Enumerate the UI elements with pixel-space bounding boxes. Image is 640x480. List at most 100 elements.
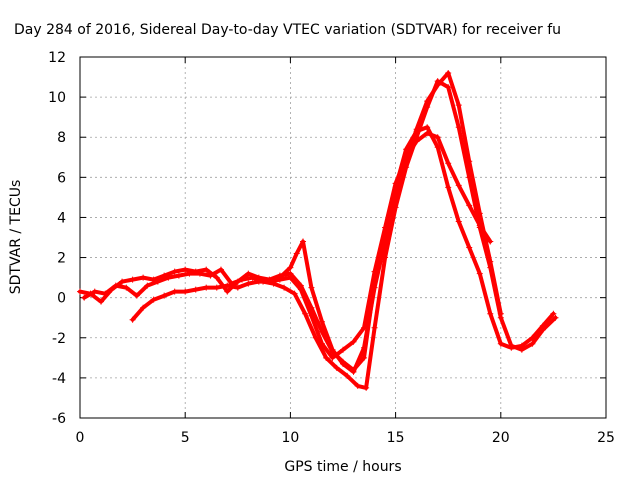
y-axis-ticks: -6 -4 -2 0 2 4 6 8 10 12 [48, 50, 606, 427]
data-point [487, 238, 494, 245]
data-point [476, 270, 483, 277]
data-point [245, 280, 252, 287]
data-point [140, 304, 147, 311]
data-point [308, 284, 315, 291]
data-point [487, 310, 494, 317]
data-point [77, 288, 83, 295]
data-point [154, 278, 161, 285]
data-point [133, 292, 140, 299]
data-point [98, 298, 105, 305]
data-point [234, 284, 241, 291]
y-tick-label: 2 [57, 251, 66, 267]
data-point [329, 346, 336, 353]
y-tick-label: -2 [52, 331, 66, 347]
data-point [239, 276, 246, 283]
data-point [361, 354, 368, 361]
data-point [455, 124, 462, 131]
data-point [287, 264, 294, 271]
data-point [539, 326, 546, 333]
data-point [175, 272, 182, 279]
data-point [224, 282, 231, 289]
data-point [340, 360, 346, 367]
data-point [91, 288, 98, 295]
data-point [392, 180, 399, 187]
x-tick-label: 20 [492, 430, 510, 446]
data-point [129, 316, 136, 323]
data-point [476, 210, 483, 217]
data-point [300, 238, 307, 245]
series-trace [267, 71, 503, 374]
data-point [529, 340, 536, 347]
data-point [392, 198, 399, 205]
data-point [203, 266, 210, 273]
data-point [297, 286, 304, 293]
data-point [371, 324, 378, 331]
data-point [129, 276, 136, 283]
data-point [518, 346, 525, 353]
chart-title: Day 284 of 2016, Sidereal Day-to-day VTE… [14, 22, 561, 38]
x-tick-label: 5 [181, 430, 190, 446]
data-point [466, 158, 473, 165]
data-point [508, 342, 515, 349]
data-point [150, 296, 157, 303]
data-point [329, 354, 336, 361]
data-point [217, 266, 224, 273]
data-point [112, 282, 119, 289]
data-point [171, 288, 178, 295]
data-point [186, 270, 193, 277]
data-point [424, 130, 431, 137]
y-tick-label: 6 [57, 170, 66, 186]
data-point [424, 98, 431, 105]
series-trace [82, 79, 558, 390]
data-point [291, 290, 298, 297]
x-axis-label: GPS time / hours [284, 459, 401, 475]
x-tick-label: 0 [76, 430, 85, 446]
series-trace [78, 125, 556, 372]
data-point [123, 284, 130, 291]
data-point [323, 354, 330, 361]
data-point [281, 284, 288, 291]
data-point [203, 284, 210, 291]
data-point [529, 334, 536, 341]
data-point [434, 134, 441, 141]
data-point [466, 244, 473, 251]
plot-frame [79, 56, 607, 419]
data-point [403, 158, 410, 165]
data-point [140, 274, 147, 281]
data-point [213, 284, 220, 291]
data-point [293, 250, 300, 257]
series-track-4 [266, 70, 504, 375]
x-tick-label: 25 [597, 430, 615, 446]
data-point [245, 270, 252, 277]
y-tick-label: 8 [57, 130, 66, 146]
data-point [550, 310, 557, 317]
data-point [445, 184, 452, 191]
grid-layer [80, 57, 606, 418]
data-point [171, 268, 178, 275]
data-point [344, 372, 351, 379]
data-point [350, 338, 357, 345]
data-point [552, 314, 559, 321]
data-point [371, 284, 378, 291]
data-point [354, 382, 361, 389]
x-tick-label: 10 [281, 430, 299, 446]
data-point [119, 278, 126, 285]
data-point [497, 310, 504, 317]
data-point [192, 286, 199, 293]
data-point [182, 288, 189, 295]
data-point [213, 274, 220, 281]
y-axis-label: SDTVAR / TECUs [8, 180, 24, 295]
data-point [196, 270, 203, 277]
data-point [333, 364, 340, 371]
data-point [207, 272, 214, 279]
data-point [350, 368, 357, 375]
data-point [445, 84, 452, 91]
data-point [455, 218, 462, 225]
data-point [382, 238, 389, 245]
y-tick-label: 12 [48, 50, 66, 66]
y-tick-label: -4 [52, 371, 66, 387]
data-point [249, 274, 256, 281]
data-point [308, 312, 315, 319]
data-point [318, 318, 325, 325]
data-point [224, 288, 231, 295]
